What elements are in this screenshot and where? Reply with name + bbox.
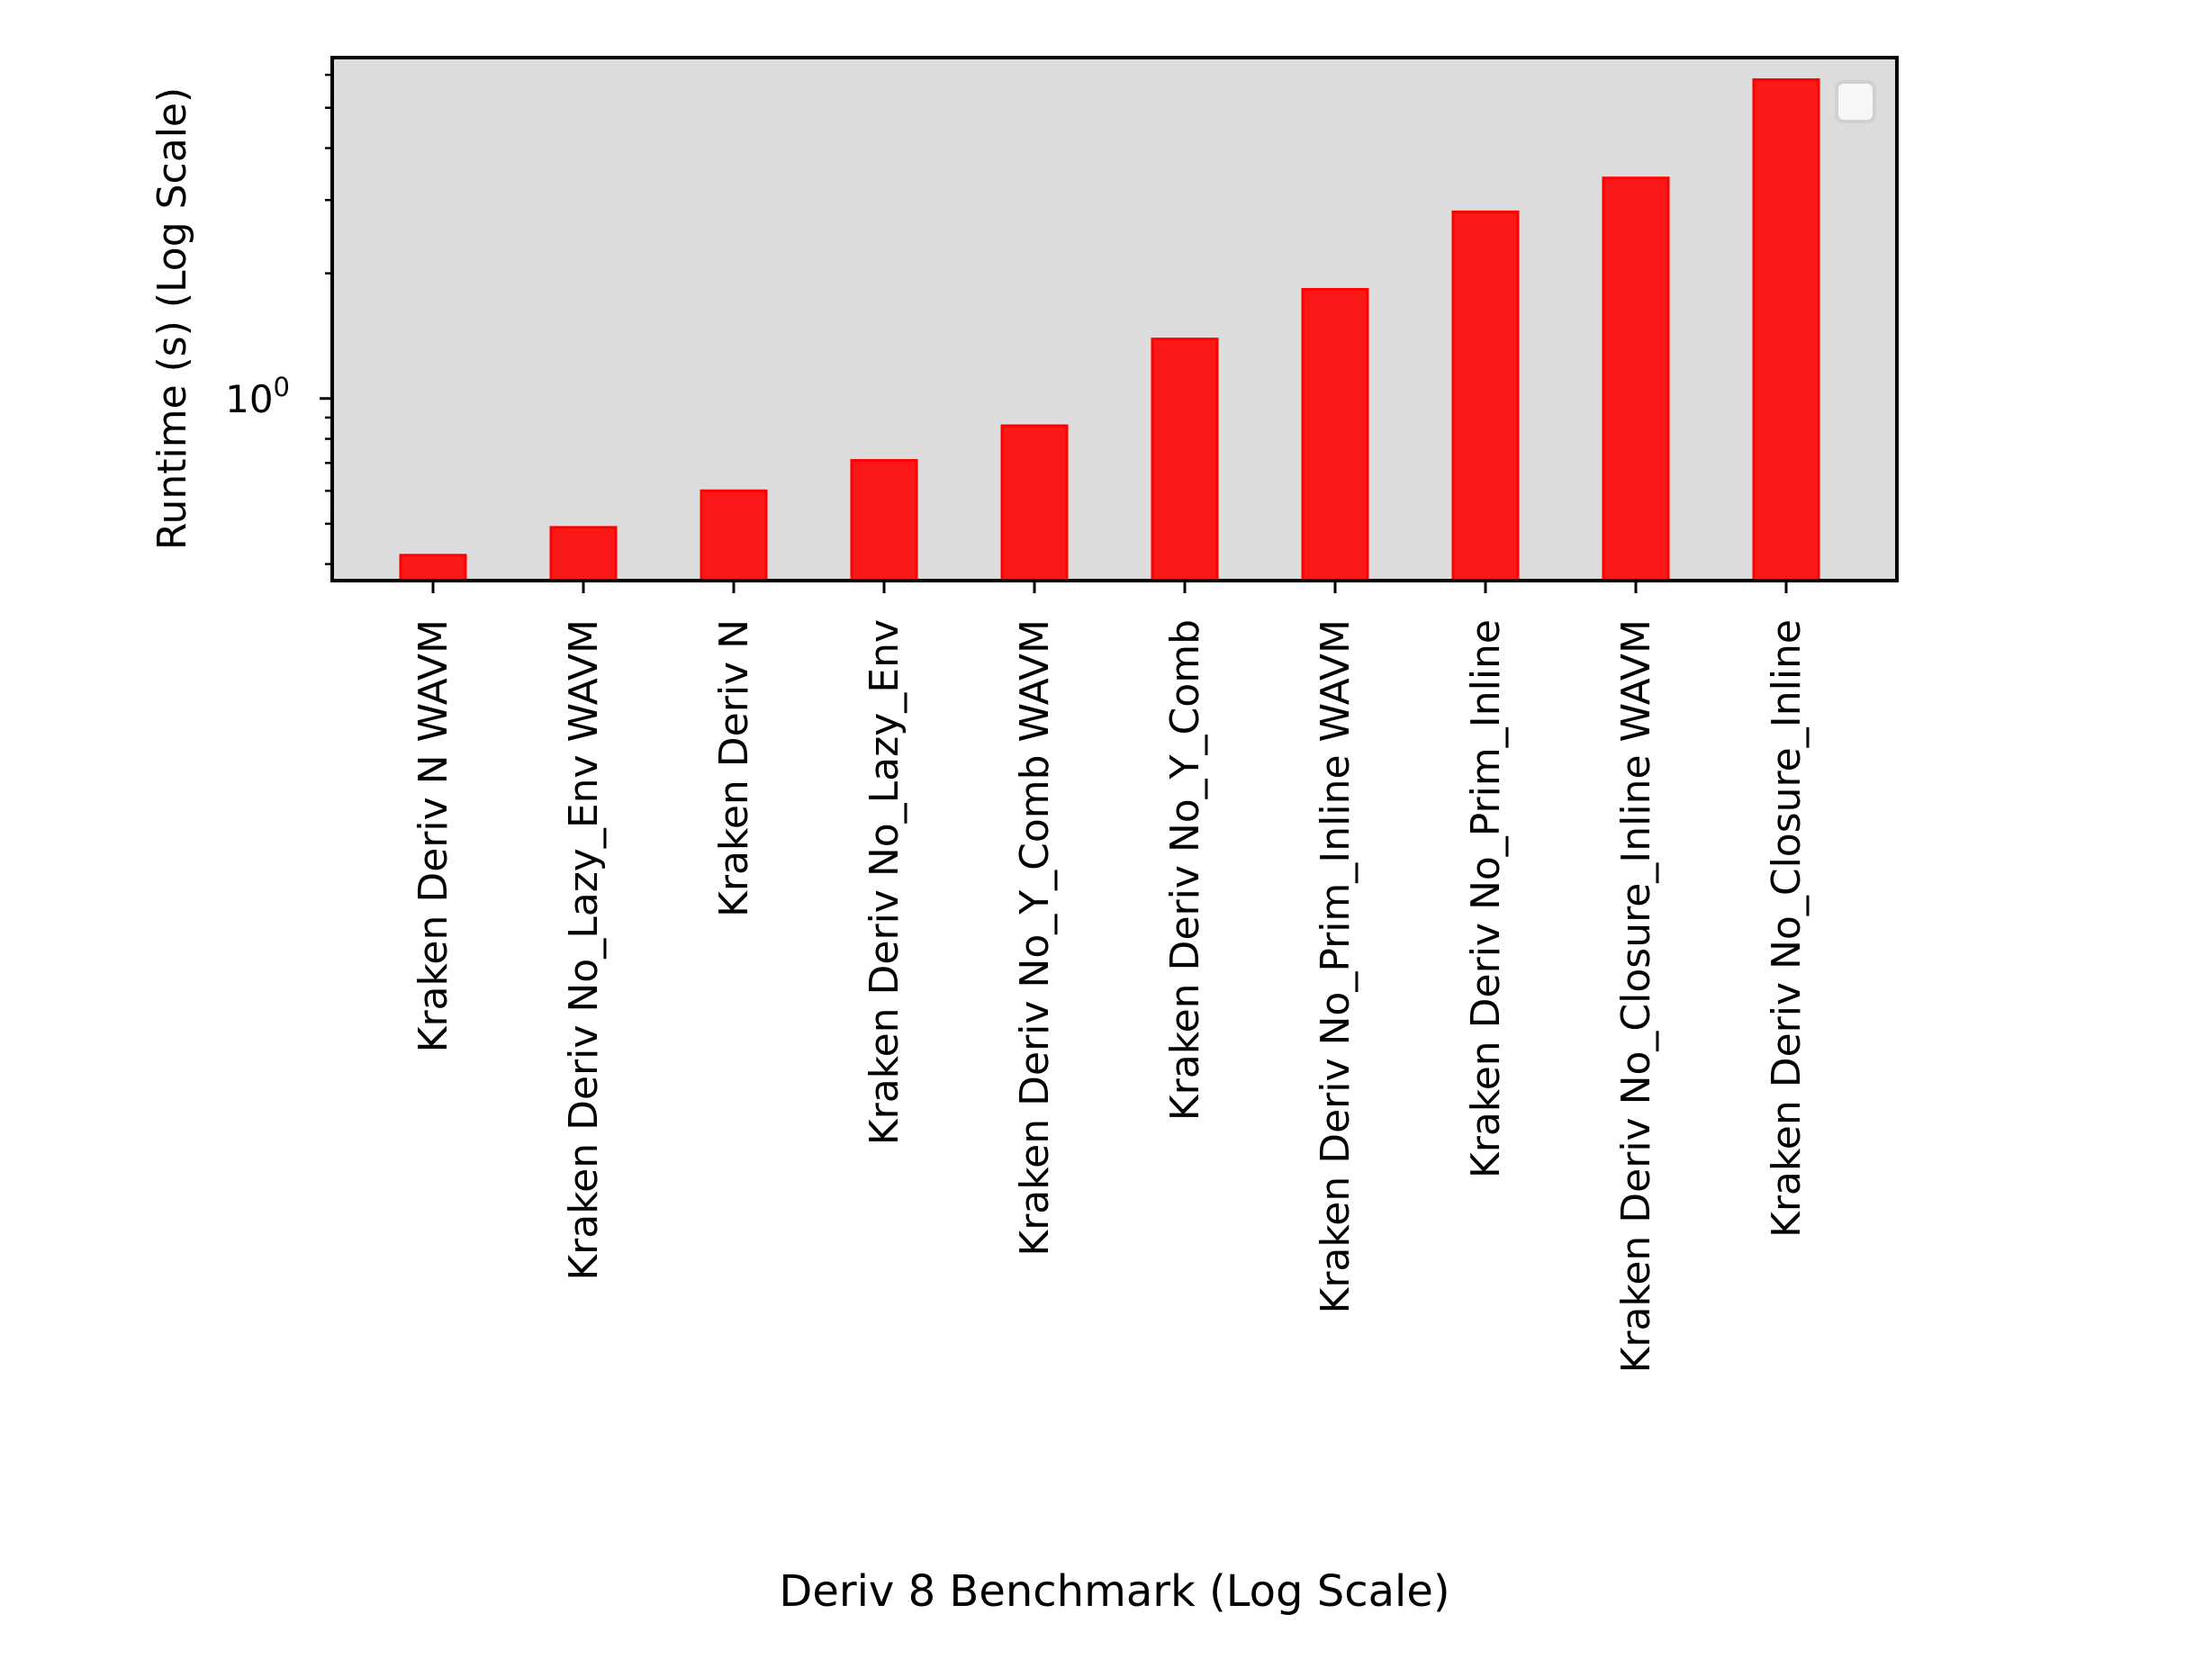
bar [1602, 176, 1670, 582]
legend-box [1835, 80, 1876, 123]
x-tick-label: Kraken Deriv No_Y_Comb WAVM [1012, 619, 1058, 1257]
y-axis-label: Runtime (s) (Log Scale) [149, 87, 195, 550]
bar [399, 554, 467, 582]
x-axis-label: Deriv 8 Benchmark (Log Scale) [779, 1566, 1449, 1617]
bar [700, 489, 768, 582]
x-tick-label: Kraken Deriv No_Lazy_Env WAVM [561, 619, 607, 1281]
x-tick-label: Kraken Deriv No_Prim_Inline [1463, 619, 1509, 1178]
bars-group [399, 78, 1820, 582]
bar [1151, 338, 1219, 582]
x-tick-label: Kraken Deriv No_Closure_Inline WAVM [1613, 619, 1659, 1373]
x-tick-label: Kraken Deriv N [711, 619, 757, 917]
x-tick-label: Kraken Deriv N WAVM [411, 619, 456, 1052]
x-ticks-group: Kraken Deriv N WAVM Kraken Deriv No_Lazy_… [411, 581, 1810, 1373]
bar [1451, 210, 1520, 582]
y-tick-label-major: 100 [225, 372, 290, 421]
bar [850, 458, 918, 582]
x-tick-label: Kraken Deriv No_Closure_Inline [1764, 619, 1810, 1238]
x-tick-label: Kraken Deriv No_Lazy_Env [862, 619, 907, 1145]
x-tick-label: Kraken Deriv No_Prim_Inline WAVM [1313, 619, 1359, 1314]
bar [1000, 424, 1069, 582]
axes-frame [330, 56, 1899, 582]
bar [1301, 287, 1369, 582]
bar [549, 526, 618, 582]
y-ticks-group [320, 73, 332, 565]
x-tick-label: Kraken Deriv No_Y_Comb [1162, 619, 1208, 1121]
bar [1752, 78, 1820, 582]
